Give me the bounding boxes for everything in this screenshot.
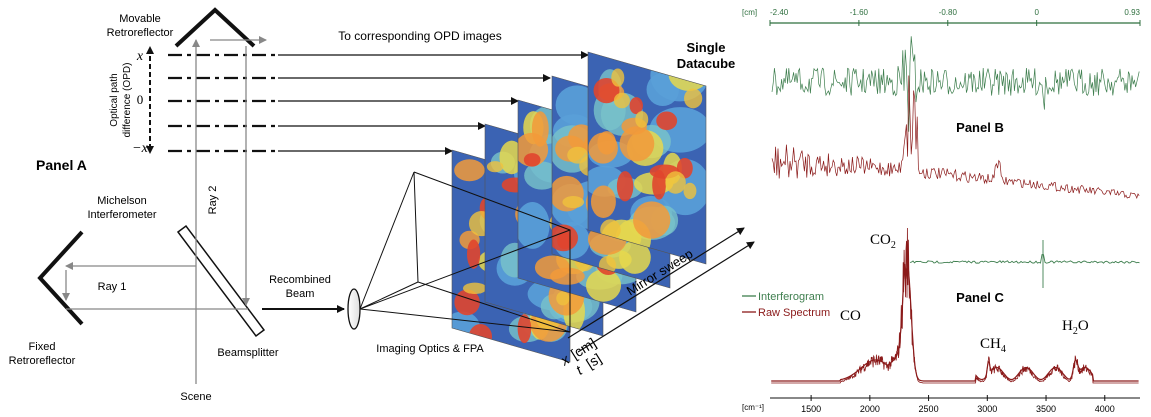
interferogram-trace-c [910, 255, 1140, 264]
panel-c-unit: [cm⁻¹] [742, 403, 764, 412]
panel-a: Panel A Movable Retroreflector x 0 −x Op… [9, 10, 754, 403]
panel-b-unit: [cm] [742, 8, 757, 17]
legend-raw-spectrum: Raw Spectrum [758, 307, 830, 319]
ray-2-label: Ray 2 [207, 186, 219, 215]
ray-1-label: Ray 1 [98, 281, 127, 293]
fixed-retroreflector [40, 232, 82, 324]
panel-b: [cm] -2.40 -1.60 -0.80 0 0.93 Panel B [742, 8, 1141, 198]
panel-b-tick-label: 0 [1034, 8, 1039, 17]
opd-x-label: x [136, 49, 144, 64]
fixed-retroreflector-label-2: Retroreflector [9, 355, 76, 367]
panel-b-tick-label: 0.93 [1124, 8, 1140, 17]
opd-axis-label-2: difference (OPD) [122, 63, 133, 138]
raw-spectrum-trace-b [772, 76, 1139, 199]
panel-c-tick-label: 2000 [860, 404, 880, 414]
movable-retroreflector-label-1: Movable [119, 13, 161, 25]
opd-axis-label-1: Optical path [109, 73, 120, 126]
imaging-lens [348, 289, 360, 329]
panel-b-tick-label: -1.60 [850, 8, 869, 17]
opd-zero-label: 0 [137, 92, 144, 107]
datacube-label-1: Single [686, 40, 725, 55]
beamsplitter [178, 226, 264, 336]
label-h2o: H2O [1062, 318, 1089, 337]
panel-c-tick-label: 3500 [1036, 404, 1056, 414]
legend-interferogram: Interferogram [758, 291, 824, 303]
fixed-retroreflector-label-1: Fixed [29, 341, 56, 353]
label-co: CO [840, 308, 861, 324]
beamsplitter-label: Beamsplitter [217, 347, 278, 359]
panel-c-tick-label: 4000 [1095, 404, 1115, 414]
panel-c-tick-label: 2500 [919, 404, 939, 414]
movable-retroreflector-label-2: Retroreflector [107, 27, 174, 39]
panel-c-tick-label: 3000 [977, 404, 997, 414]
axis-t-var: t [573, 362, 586, 378]
panel-c-tick-label: 1500 [801, 404, 821, 414]
datacube [444, 50, 711, 362]
recombined-beam-label-1: Recombined [269, 274, 331, 286]
opd-arrow-up [146, 46, 154, 54]
panel-c: [cm⁻¹] 1500 2000 2500 3000 3500 4000 Panel C … [742, 228, 1140, 414]
interferogram-trace [772, 36, 1139, 131]
datacube-label-2: Datacube [677, 56, 736, 71]
panel-a-label: Panel A [36, 157, 87, 173]
opd-minus-x-label: −x [132, 141, 148, 156]
recombined-beam-label-2: Beam [286, 288, 315, 300]
panel-b-plot [772, 36, 1139, 198]
panel-b-label: Panel B [956, 120, 1004, 135]
michelson-label-2: Interferometer [87, 209, 156, 221]
michelson-label-1: Michelson [97, 195, 147, 207]
panel-c-label: Panel C [956, 290, 1004, 305]
label-co2: CO2 [870, 232, 896, 251]
raw-spectrum-trace-c [771, 228, 1138, 383]
opd-images-caption: To corresponding OPD images [338, 29, 501, 43]
panel-b-tick-label: -0.80 [939, 8, 958, 17]
scene-label: Scene [180, 391, 211, 403]
panel-b-tick-label: -2.40 [770, 8, 789, 17]
panel-c-plot [771, 228, 1139, 383]
opd-lines [168, 55, 278, 151]
label-ch4: CH4 [980, 336, 1006, 355]
imaging-optics-label: Imaging Optics & FPA [376, 343, 484, 355]
